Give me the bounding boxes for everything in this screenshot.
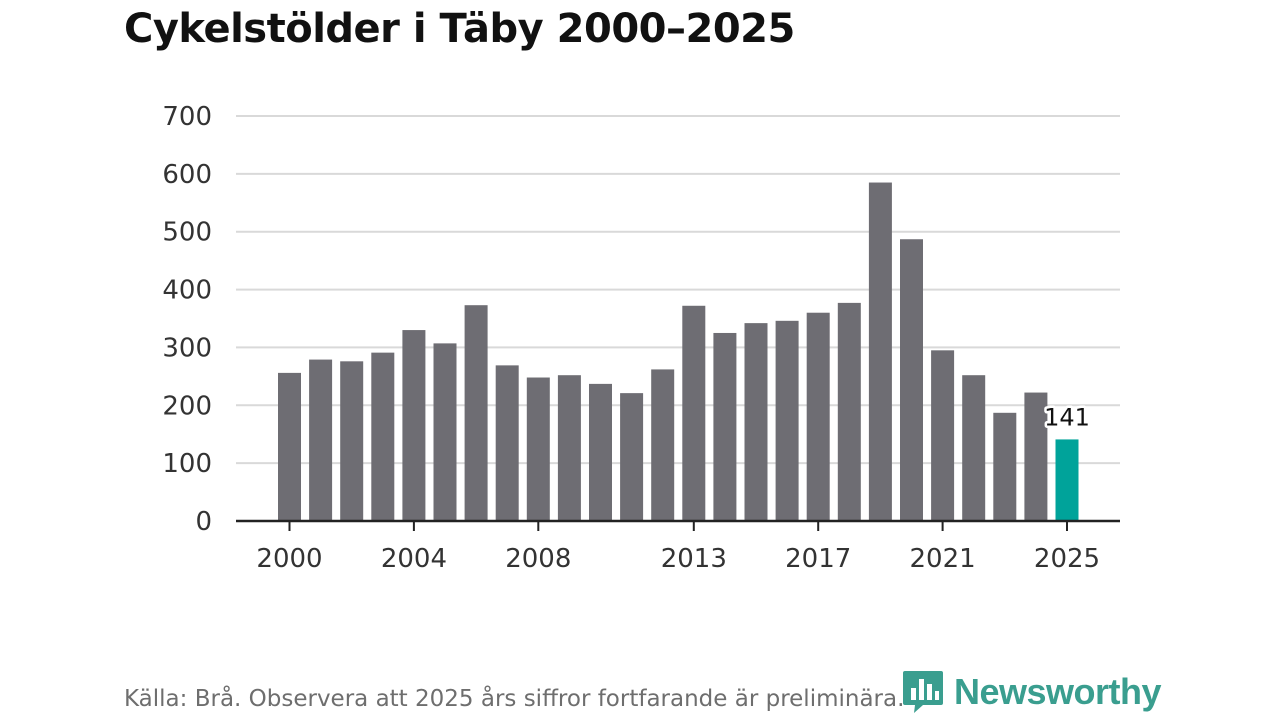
bar [464,305,488,521]
bar [744,323,768,521]
x-tick-label: 2013 [661,544,727,574]
bar [806,312,830,521]
bar [651,369,675,521]
y-tick-label: 300 [162,333,212,363]
chart-title: Cykelstölder i Täby 2000–2025 [124,6,795,52]
y-tick-label: 0 [195,507,212,537]
x-tick-label: 2021 [910,544,976,574]
bar [526,377,550,521]
source-note: Källa: Brå. Observera att 2025 års siffr… [124,686,905,712]
y-tick-label: 200 [162,391,212,421]
bar [713,332,737,521]
y-tick-label: 100 [162,449,212,479]
bar-highlight [1055,439,1079,521]
brand-name: Newsworthy [954,671,1162,712]
bar [931,350,955,521]
y-tick-label: 500 [162,218,212,248]
labels: 0 100 200 300 400 500 600 700 2000 2004 2008 2013 20… [162,102,1100,574]
y-tick-label: 700 [162,102,212,132]
bars [278,182,1079,522]
bar [340,361,364,521]
data-label: 141 [1044,403,1090,431]
bar [1024,392,1048,521]
x-tick-label: 2000 [256,544,322,574]
bar [837,302,861,521]
x-tick-label: 2004 [381,544,447,574]
bar [589,383,612,521]
bar [402,330,426,521]
bar-chart-pin-icon [903,671,943,713]
bar [775,320,799,521]
y-tick-label: 400 [162,276,212,306]
axes [236,519,1120,531]
bar [620,393,644,521]
gridlines [236,115,1120,465]
bar [993,412,1017,521]
y-tick-label: 600 [162,160,212,190]
bar [868,182,892,522]
bar [433,343,457,521]
bar [309,359,333,521]
bar [278,372,301,521]
x-tick-label: 2008 [505,544,571,574]
bar [682,305,706,521]
bar [557,375,581,521]
brand-logo: Newsworthy [902,670,1162,714]
bar-chart: 0 100 200 300 400 500 600 700 2000 2004 2008 2013 20… [162,102,1120,574]
bar [900,239,923,521]
x-tick-label: 2017 [785,544,851,574]
bar [962,375,986,521]
x-tick-label: 2025 [1034,544,1100,574]
bar [495,365,519,521]
bar [371,352,395,521]
